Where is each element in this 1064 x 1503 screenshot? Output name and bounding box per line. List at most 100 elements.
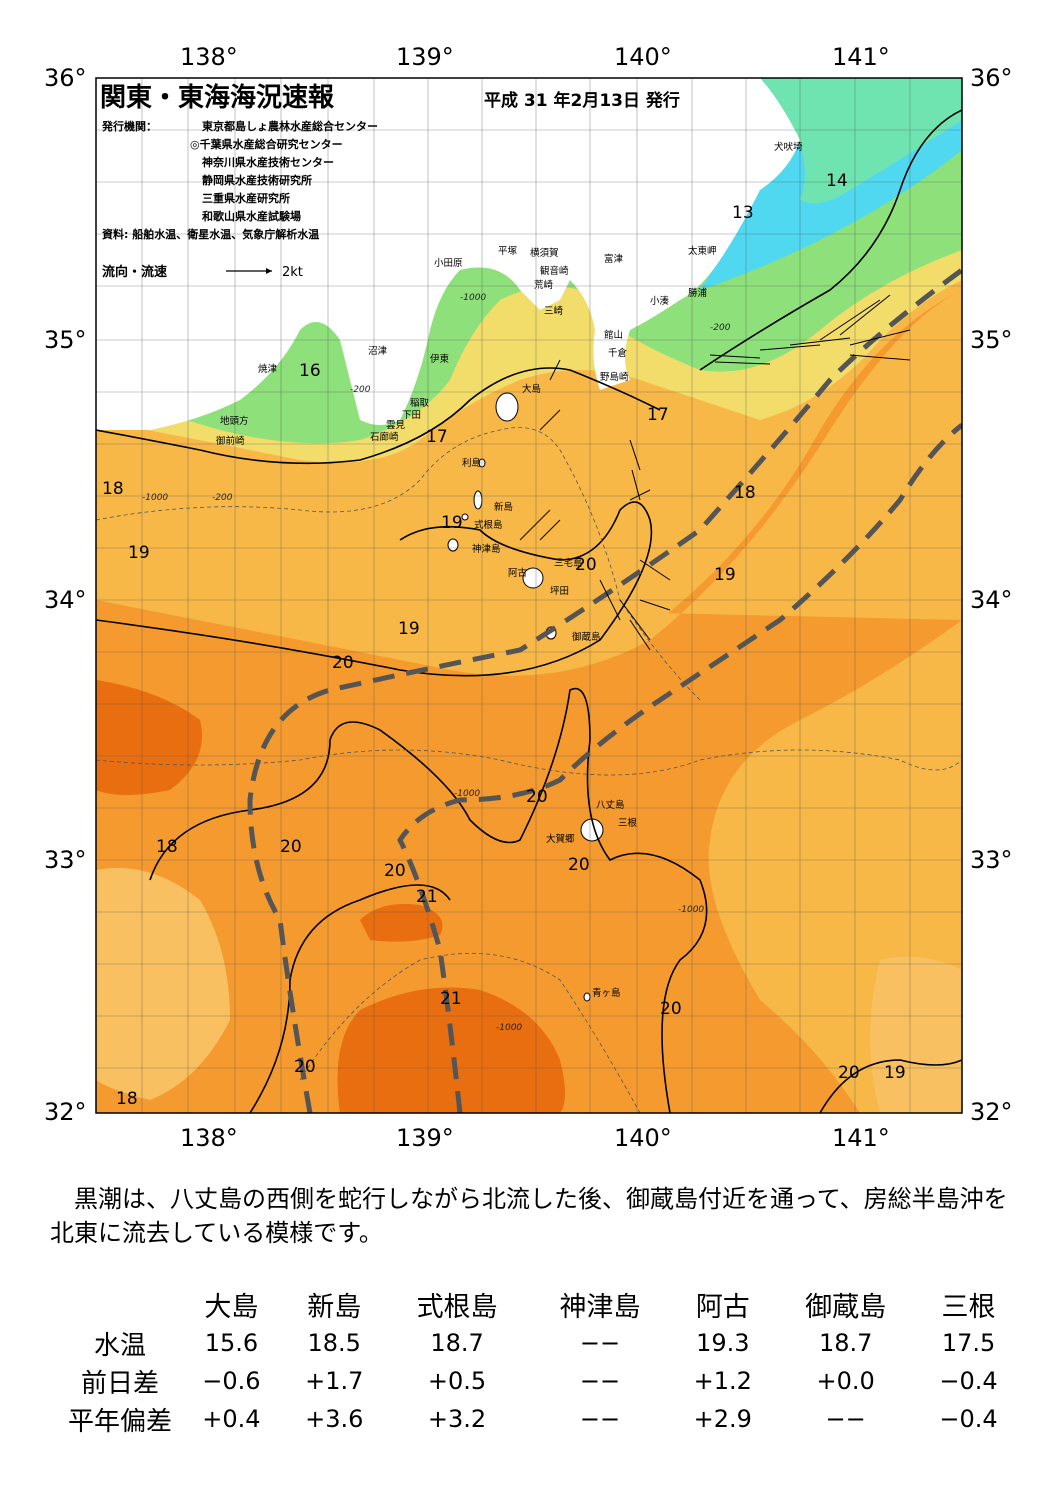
table-row: 水温 15.6 18.5 18.7 −− 19.3 18.7 17.5 [60,1324,1020,1362]
publisher-label: 発行機関： [101,119,157,133]
place-names: 犬吠埼 太東岬 勝浦 小湊 富津 横須賀 観音崎 平塚 荒崎 三崎 小田原 館山… [216,141,803,999]
place-name: 新島 [494,501,513,513]
publisher: 和歌山県水産試験場 [202,209,301,223]
place-name: 野島崎 [600,371,629,383]
iso-label: 20 [575,555,597,575]
lon-label: 141° [832,43,890,71]
column-header: 新島 [307,1292,362,1323]
depth-label: -200 [710,323,731,333]
place-name: 小田原 [434,258,463,269]
iso-label: 19 [714,565,736,585]
iso-label: 20 [526,787,548,807]
island-oshima [495,392,519,422]
lon-label: 141° [832,1124,890,1152]
summary-text: 黒潮は、八丈島の西側を蛇行しながら北流した後、御蔵島付近を通って、房総半島沖を北… [50,1182,1030,1250]
lon-label: 139° [396,43,454,71]
land-honshu [96,78,800,430]
iso-label: 21 [416,887,438,907]
table-cell: +0.5 [427,1367,487,1395]
table-cell: +1.2 [693,1367,752,1395]
place-name: 大島 [522,383,541,395]
row-header: 前日差 [80,1368,159,1399]
sea-temperature-map: 138° 139° 140° 141° 138° 139° 140° 141° … [44,43,1013,1152]
island-miyakejima [522,567,544,589]
publisher: 三重県水産研究所 [202,191,290,205]
table-cell: 19.3 [696,1329,750,1357]
table-cell: −− [825,1405,866,1433]
island-niijima [473,490,483,510]
row-header: 水温 [93,1330,146,1361]
column-header: 三根 [941,1292,996,1323]
table-cell: +3.2 [427,1405,487,1433]
depth-label: -1000 [678,905,704,915]
place-name: 石廊崎 [370,431,399,443]
place-name: 雲見 [386,420,406,431]
publisher: ◎千葉県水産総合研究センター [190,137,343,151]
place-name: 三根 [618,817,638,829]
table-cell: +1.7 [305,1367,364,1395]
depth-label: -1000 [460,293,486,303]
lon-label: 138° [180,43,238,71]
place-name: 三宅島 [554,557,583,569]
column-header: 神津島 [559,1292,641,1323]
kuroshio-axis [247,267,962,1113]
depth-label: -200 [212,493,233,503]
place-name: 平塚 [498,246,518,257]
place-name: 青ヶ島 [592,987,621,999]
lat-label: 35° [970,326,1013,354]
table-cell: 18.7 [430,1329,484,1357]
table-cell: 18.5 [307,1329,361,1357]
lon-label: 140° [614,43,672,71]
place-name: 神津島 [472,543,501,555]
place-name: 下田 [402,410,421,421]
lon-label: 138° [180,1124,238,1152]
table-cell: −0.6 [202,1367,261,1395]
table-cell: −0.4 [939,1367,998,1395]
iso-label: 17 [426,427,448,447]
stats-header-row: 大島 新島 式根島 神津島 阿古 御蔵島 三根 [60,1285,1020,1324]
place-name: 富津 [604,253,624,265]
depth-labels: -200 -200 -200 -1000 -1000 -1000 -1000 -… [142,293,731,1033]
column-header: 大島 [204,1292,259,1323]
iso-label: 18 [116,1089,138,1109]
place-name: 観音崎 [540,265,569,277]
legend-scale: 2kt [282,265,303,280]
axis-labels: 138° 139° 140° 141° 138° 139° 140° 141° … [44,43,1013,1152]
depth-label: -1000 [496,1023,522,1033]
place-name: 横須賀 [530,247,559,259]
table-cell: 15.6 [204,1329,259,1357]
warm-core-west [96,680,202,795]
iso-label: 14 [826,171,848,191]
table-cell: −0.4 [939,1405,998,1433]
place-name: 稲取 [410,397,430,409]
data-source: 資料: 船舶水温、衛星水温、気象庁解析水温 [102,227,319,241]
lat-label: 34° [970,586,1013,614]
publisher: 静岡県水産技術研究所 [202,173,312,187]
depth-label: -200 [350,385,371,395]
map-title: 関東・東海海況速報 [100,83,335,113]
lat-label: 36° [44,64,87,92]
place-name: 荒崎 [534,279,554,291]
column-header: 阿古 [695,1292,750,1323]
map-svg: 138° 139° 140° 141° 138° 139° 140° 141° … [44,43,1013,1152]
station-stats-table: 大島 新島 式根島 神津島 阿古 御蔵島 三根 水温 15.6 18.5 18.… [60,1285,1020,1438]
place-name: 大賀郷 [546,833,575,845]
iso-label: 18 [156,837,178,857]
depth-label: -1000 [142,493,168,503]
warm-core-south [337,987,565,1113]
table-cell: 17.5 [941,1329,996,1357]
cool-patch-east [870,956,962,1113]
iso-label: 17 [647,405,669,425]
table-cell: +3.6 [305,1405,364,1433]
lat-label: 32° [970,1098,1013,1126]
lat-label: 33° [44,846,87,874]
iso-label: 20 [838,1063,860,1083]
place-name: 式根島 [474,519,503,531]
publisher: 東京都島しょ農林水産総合センター [202,119,378,133]
lon-label: 139° [396,1124,454,1152]
warm-core-mid [360,904,443,942]
lat-label: 33° [970,846,1013,874]
isotherm-lines [96,109,962,1113]
stats-corner [60,1285,180,1324]
place-name: 三崎 [544,305,564,317]
